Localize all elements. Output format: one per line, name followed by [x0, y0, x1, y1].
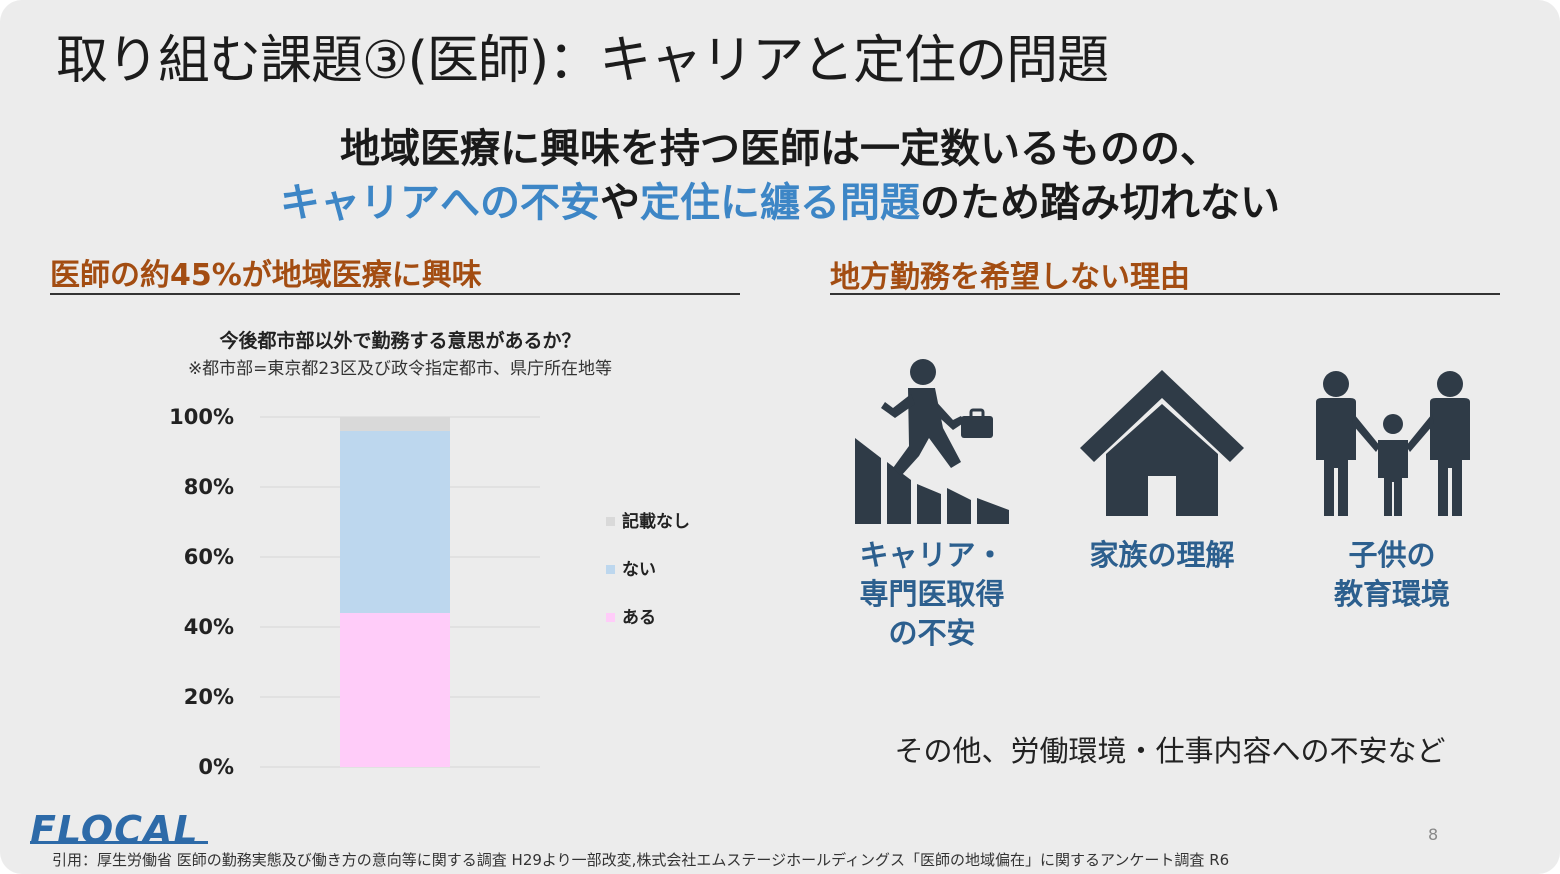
- other-reasons-text: その他、労働環境・仕事内容への不安など: [894, 734, 1446, 768]
- bar-segment: [340, 431, 450, 613]
- headline-line-2: キャリアへの不安や定住に纏る問題のため踏み切れない: [0, 170, 1560, 228]
- page-number: 8: [1428, 825, 1439, 844]
- reason-career-label: キャリア・ 専門医取得 の不安: [859, 538, 1005, 650]
- family-icon: [1316, 371, 1470, 516]
- y-tick-label: 0%: [198, 755, 234, 779]
- citation-text: 引用：厚生労働省 医師の勤務実態及び働き方の意向等に関する調査 H29より一部改…: [52, 851, 1230, 869]
- bar-segment: [340, 613, 450, 767]
- house-icon: [1080, 370, 1244, 516]
- headline-highlight-career: キャリアへの不安: [280, 180, 600, 226]
- legend-label: ない: [622, 560, 656, 580]
- legend-swatch: [606, 565, 615, 574]
- right-section-title: 地方勤務を希望しない理由: [830, 260, 1190, 295]
- headline-highlight-settlement: 定住に纏る問題: [640, 180, 920, 226]
- chart-subtitle: ※都市部=東京都23区及び政令指定都市、県庁所在地等: [187, 359, 613, 379]
- legend-swatch: [606, 613, 615, 622]
- right-section-rule: [830, 293, 1500, 295]
- y-tick-label: 100%: [169, 405, 234, 429]
- y-tick-label: 40%: [184, 615, 234, 639]
- legend-label: 記載なし: [622, 511, 690, 532]
- headline-line-1: 地域医療に興味を持つ医師は一定数いるものの、: [340, 126, 1220, 172]
- reason-family-label: 家族の理解: [1089, 538, 1235, 572]
- legend-label: ある: [622, 608, 656, 628]
- slide-title: 取り組む課題③(医師)：キャリアと定住の問題: [56, 31, 1109, 91]
- left-section-title: 医師の約45%が地域医療に興味: [50, 258, 482, 293]
- flocal-logo: FLOCAL: [30, 808, 199, 852]
- y-tick-label: 20%: [184, 685, 234, 709]
- bar-segment: [340, 417, 450, 431]
- left-section-rule: [50, 293, 740, 295]
- chart-title: 今後都市部以外で勤務する意思があるか？: [219, 330, 581, 352]
- y-tick-label: 80%: [184, 475, 234, 499]
- reason-education-label: 子供の 教育環境: [1333, 538, 1450, 611]
- headline-tail: のため踏み切れない: [920, 180, 1280, 226]
- headline-connector: や: [600, 180, 640, 226]
- legend-swatch: [606, 517, 615, 526]
- y-tick-label: 60%: [184, 545, 234, 569]
- career-stairs-icon: [855, 359, 1009, 524]
- logo-underline: [30, 841, 208, 844]
